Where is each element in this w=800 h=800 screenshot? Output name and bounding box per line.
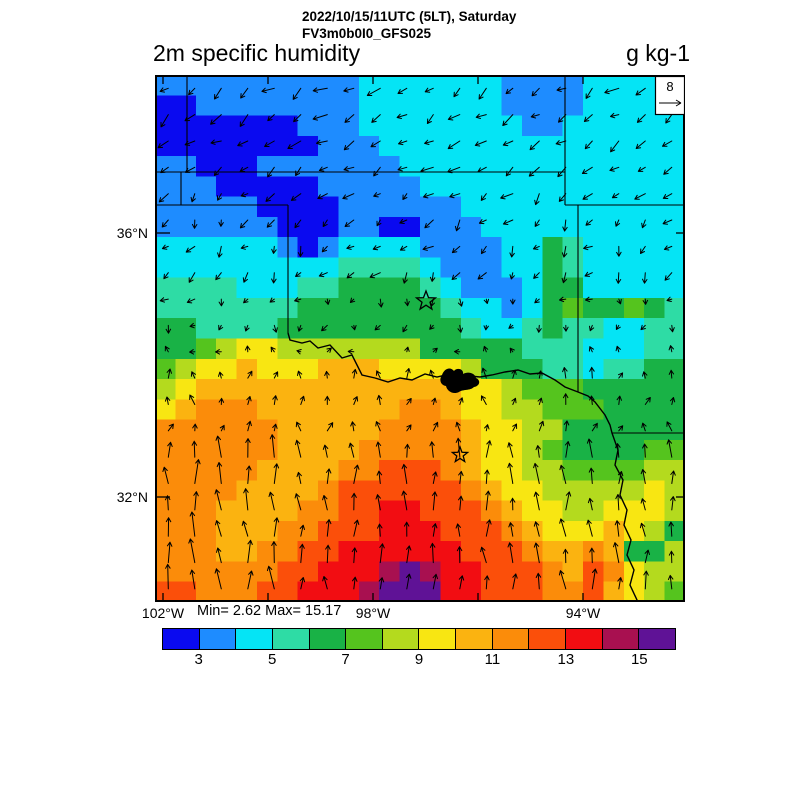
header-block: 2022/10/15/11UTC (5LT), Saturday FV3m0b0… (302, 8, 516, 42)
state-boundaries (155, 75, 685, 434)
lat-label-32n: 32°N (116, 489, 148, 505)
city-star-marker (450, 445, 470, 463)
colorbar-tick-label: 3 (194, 651, 203, 668)
lake-texoma-blob (440, 368, 480, 394)
colorbar-segment (638, 629, 675, 649)
humidity-map-canvas: 8 (155, 75, 685, 602)
units-label: g kg-1 (626, 40, 690, 66)
lon-label-102w: 102°W (141, 605, 185, 621)
variable-title: 2m specific humidity (153, 40, 361, 66)
wind-reference-value: 8 (666, 79, 673, 94)
lon-label-98w: 98°W (355, 605, 391, 621)
wind-reference-arrow (659, 99, 682, 107)
wind-reference-box: 8 (654, 75, 685, 116)
min-max-stats: Min= 2.62 Max= 15.17 (197, 603, 342, 619)
colorbar-segment (455, 629, 492, 649)
colorbar-segment (308, 629, 346, 649)
colorbar-tick-label: 9 (414, 651, 424, 668)
colorbar-segment (491, 629, 529, 649)
colorbar (162, 628, 676, 650)
colorbar-tick-label: 5 (267, 651, 277, 668)
colorbar-segment (381, 629, 419, 649)
wind-arrow-field (157, 86, 676, 590)
model-id: FV3m0b0I0_GFS025 (302, 26, 432, 41)
red-river-border (287, 332, 638, 602)
colorbar-tick-label: 7 (341, 651, 350, 668)
colorbar-segment (528, 629, 566, 649)
colorbar-tick-label: 13 (557, 651, 575, 668)
run-datetime: 2022/10/15/11UTC (5LT), Saturday (302, 9, 517, 24)
lon-label-94w: 94°W (565, 605, 601, 621)
lat-label-36n: 36°N (116, 225, 148, 241)
colorbar-segment (271, 629, 309, 649)
city-star-marker (414, 289, 438, 311)
colorbar-segment (565, 629, 602, 649)
colorbar-segment (235, 629, 272, 649)
colorbar-tick-label: 11 (484, 651, 501, 668)
map-frame (155, 75, 685, 602)
humidity-field (155, 75, 685, 602)
colorbar-segment (345, 629, 382, 649)
colorbar-segment (198, 629, 236, 649)
colorbar-segment (601, 629, 639, 649)
colorbar-segment (163, 629, 199, 649)
colorbar-segment (418, 629, 456, 649)
colorbar-tick-label: 15 (630, 651, 648, 668)
